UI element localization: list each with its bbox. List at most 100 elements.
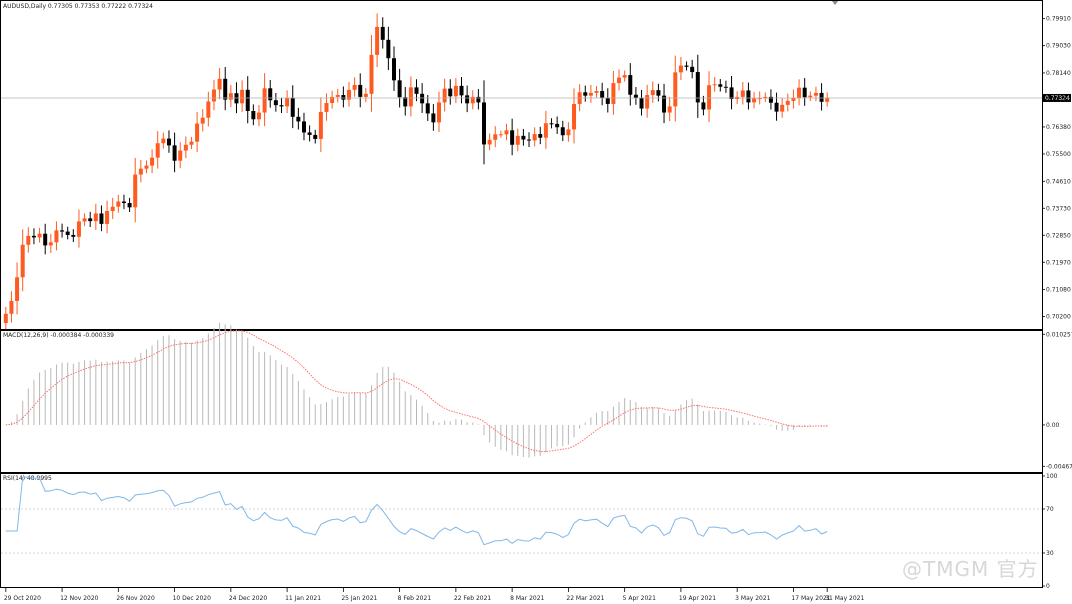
- candle-bear: [251, 111, 256, 120]
- candle-bear: [386, 39, 391, 59]
- candle-bull: [116, 201, 121, 207]
- candle-bear: [510, 130, 515, 145]
- candle-bull: [346, 89, 351, 100]
- time-tick-label: 5 Apr 2021: [623, 595, 656, 602]
- candle-bear: [538, 134, 543, 138]
- candle-bull: [54, 230, 59, 243]
- candle-bull: [3, 313, 8, 324]
- candle-bear: [555, 123, 560, 128]
- candle-bull: [138, 168, 143, 175]
- candle-bear: [431, 113, 436, 123]
- candle-bull: [217, 78, 222, 90]
- main-pane-header: AUDUSD,Daily 0.77305 0.77353 0.77222 0.7…: [3, 3, 153, 10]
- candle-bear: [701, 102, 706, 110]
- candle-bear: [414, 87, 419, 94]
- candle-bull: [650, 90, 655, 96]
- price-tick-label: 0.75500: [1046, 151, 1071, 158]
- candle-bear: [690, 66, 695, 73]
- candle-bear: [476, 96, 481, 103]
- candle-bear: [380, 26, 385, 40]
- current-price-tag: [1043, 93, 1071, 102]
- candle-bear: [549, 123, 554, 125]
- watermark: @TMGM 官方: [902, 557, 1039, 581]
- time-tick-label: 25 Jan 2021: [341, 595, 377, 602]
- rsi-layer: 100 70 30 0: [1, 473, 1058, 590]
- candle-bear: [223, 78, 228, 100]
- time-tick-label: 29 Oct 2020: [4, 595, 41, 602]
- candle-bull: [566, 129, 571, 136]
- candle-bear: [301, 121, 306, 133]
- price-tick-label: 0.78140: [1046, 70, 1071, 77]
- price-tick-label: 0.76380: [1046, 124, 1071, 131]
- candle-bear: [268, 88, 273, 101]
- price-tick-label: 0.77260: [1046, 97, 1071, 104]
- rsi-line: [5, 476, 828, 546]
- price-tick-label: 0.72850: [1046, 232, 1071, 239]
- candle-bull: [667, 106, 672, 113]
- candle-bull: [437, 102, 442, 123]
- candle-bull: [487, 139, 492, 145]
- candle-bear: [718, 84, 723, 87]
- candle-bear: [88, 218, 93, 222]
- time-tick-label: 8 Mar 2021: [510, 595, 544, 602]
- candle-bear: [31, 235, 36, 238]
- current-price-label: 0.77324: [1045, 95, 1070, 102]
- time-tick-label: 22 Mar 2021: [566, 595, 604, 602]
- candle-bull: [611, 83, 616, 104]
- candle-bull: [161, 138, 166, 144]
- candle-bear: [296, 116, 301, 122]
- candle-bull: [9, 300, 14, 314]
- candle-bull: [37, 233, 42, 238]
- candle-bull: [825, 97, 830, 102]
- candle-bull: [183, 144, 188, 151]
- time-tick-label: 19 Apr 2021: [679, 595, 716, 602]
- candle-bull: [133, 174, 138, 208]
- candle-bull: [324, 103, 329, 112]
- chart-shift-marker[interactable]: [832, 1, 838, 5]
- macd-pane-border: [0, 330, 1043, 473]
- candle-bull: [453, 85, 458, 97]
- candle-bull: [504, 130, 509, 135]
- candle-bull: [617, 77, 622, 84]
- candle-bull: [594, 91, 599, 93]
- candle-bull: [189, 141, 194, 145]
- price-tick-label: 0.73730: [1046, 205, 1071, 212]
- candle-bull: [808, 95, 813, 98]
- candle-bear: [459, 85, 464, 96]
- candle-bear: [695, 72, 700, 103]
- candle-bull: [330, 96, 335, 104]
- candle-bull: [262, 88, 267, 113]
- candle-bull: [110, 206, 115, 212]
- candle-bear: [307, 132, 312, 135]
- candle-bull: [797, 87, 802, 98]
- candle-bull: [442, 88, 447, 103]
- rsi-pane-border: [0, 473, 1043, 588]
- candle-bear: [774, 102, 779, 112]
- candle-bear: [684, 65, 689, 67]
- candle-bull: [470, 96, 475, 104]
- candle-bear: [172, 145, 177, 161]
- candle-bull: [369, 54, 374, 94]
- candle-bull: [15, 277, 20, 301]
- main-pane-border: [0, 0, 1043, 330]
- candles-layer: [3, 13, 830, 330]
- candle-bull: [740, 90, 745, 97]
- candle-bear: [341, 95, 346, 100]
- candle-bear: [60, 230, 65, 232]
- candle-bear: [391, 58, 396, 81]
- candle-bull: [498, 134, 503, 136]
- macd-layer: 0.010257 0.00 -0.004677: [5, 322, 1072, 470]
- candle-bull: [363, 93, 368, 97]
- candle-bull: [678, 65, 683, 73]
- candle-bull: [493, 134, 498, 140]
- candle-bear: [166, 138, 171, 146]
- time-tick-label: 3 May 2021: [735, 595, 770, 602]
- candle-bear: [628, 75, 633, 95]
- macd-tick-label: -0.004677: [1046, 463, 1072, 470]
- candle-bull: [712, 84, 717, 86]
- candle-bear: [482, 102, 487, 145]
- price-tick-label: 0.71970: [1046, 259, 1071, 266]
- macd-pane-header: MACD(12,26,9) -0.000384 -0.000339: [3, 332, 114, 339]
- time-axis: 29 Oct 2020 12 Nov 2020 26 Nov 2020 10 Dec …: [4, 588, 864, 602]
